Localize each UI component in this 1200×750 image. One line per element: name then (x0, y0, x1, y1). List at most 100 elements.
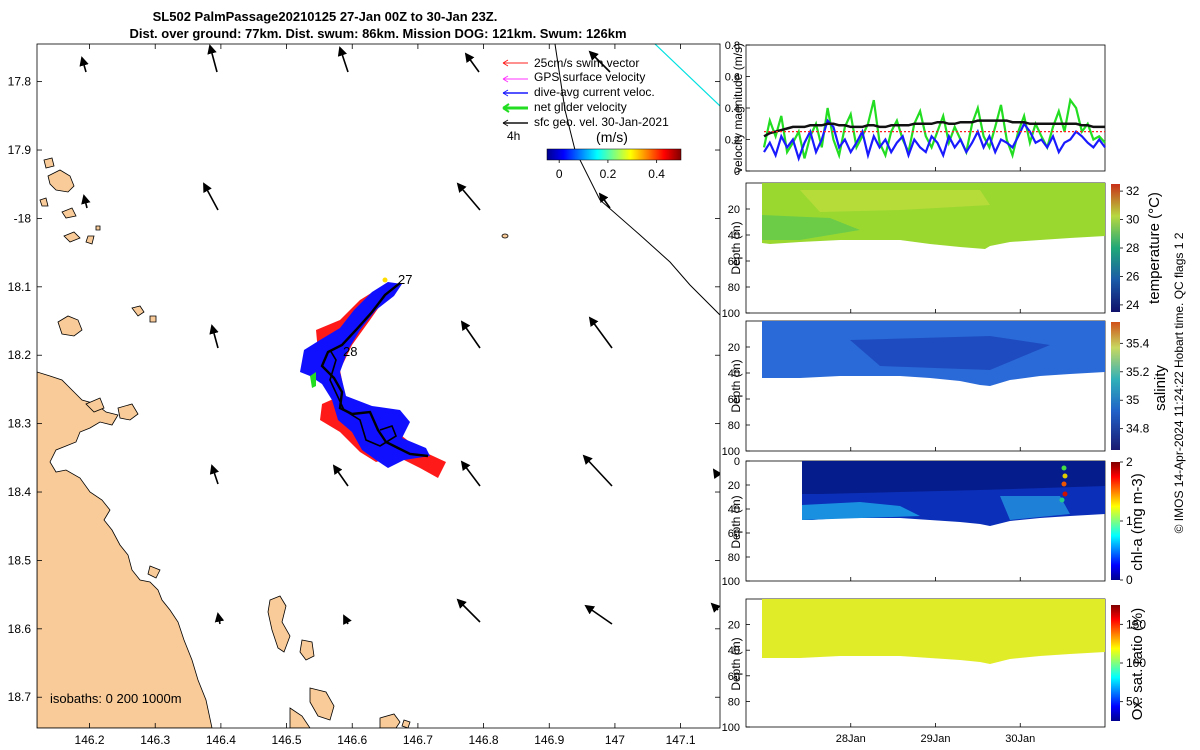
legend-label-swim: 25cm/s swim vector (534, 56, 639, 70)
map-x-axis: 146.2 146.3 146.4 146.5 146.6 146.7 146.8 146.9… (75, 44, 696, 747)
velocity-y-tick-label: 0.8 (725, 40, 740, 52)
velocity-arrow (588, 50, 611, 73)
depth-tick-label: 0 (734, 456, 740, 468)
velocity-arrow (464, 52, 480, 73)
legend-arrowhead (502, 75, 509, 83)
island (47, 169, 75, 193)
net-velocity-mark (310, 372, 316, 388)
legend-label-net: net glider velocity (534, 100, 627, 114)
map-x-tick-label: 146.3 (140, 733, 170, 747)
current-band (300, 282, 430, 468)
time-tick-label: 30Jan (1005, 733, 1035, 745)
temperature-colorbar (1111, 184, 1120, 312)
section-ticks: 2040608010024262830322040608010034.83535… (722, 184, 1150, 734)
chla-hotspot (1059, 497, 1065, 503)
map-x-tick-label: 146.7 (403, 733, 433, 747)
island (61, 207, 77, 219)
map-panel: 27 28 (8, 43, 721, 747)
legend-label-dive: dive-avg current veloc. (534, 85, 655, 99)
velocity-series-line (763, 118, 1106, 162)
colorbar-tick-label: 34.8 (1126, 422, 1150, 436)
velocity-arrow (332, 464, 349, 487)
colorbar-tick-label: 32 (1126, 184, 1140, 198)
velocity-series-line (763, 119, 1105, 138)
track-label-27: 27 (398, 272, 412, 287)
track-line (329, 349, 397, 447)
map-y-tick-label: -18 (14, 211, 32, 225)
legend-arrowhead (502, 119, 509, 127)
map-x-tick-label: 147.1 (666, 733, 696, 747)
depth-tick-label: 80 (728, 282, 740, 294)
island (501, 233, 509, 239)
oxygen-section (762, 599, 1105, 664)
velocity-arrow (712, 468, 720, 480)
coast-islet (85, 397, 105, 413)
mainland (37, 371, 213, 728)
chla-deep-patch (802, 502, 920, 520)
temperature-colorbar-label: temperature (°C) (1146, 192, 1163, 304)
island (379, 713, 401, 728)
map-y-tick-label: 17.8 (8, 75, 32, 89)
velocity-arrow (456, 598, 481, 623)
temperature-warm-patch (800, 190, 990, 212)
map-y-tick-label: 18.5 (8, 553, 32, 567)
velocity-arrow (337, 46, 349, 73)
depth-tick-label: 100 (722, 722, 740, 734)
colorbar-tick-label: 28 (1126, 241, 1140, 255)
legend-arrowhead (502, 103, 510, 113)
velocity-arrow (710, 602, 720, 613)
depth-tick-label: 60 (728, 528, 740, 540)
chla-colorbar-label: chl-a (mg m-3) (1129, 473, 1146, 571)
salinity-y-label: Depth (m) (729, 359, 743, 412)
colorbar-tick-label: 35 (1126, 393, 1140, 407)
colorbar-tick-label: 30 (1126, 213, 1140, 227)
legend-label-sfc: sfc geo. vel. 30-Jan-2021 (534, 115, 669, 129)
depth-tick-label: 20 (728, 620, 740, 632)
chla-panel: chl-a (mg m-3) Depth (m) (729, 460, 1146, 582)
depth-tick-label: 80 (728, 420, 740, 432)
section-panels: temperature (°C) Depth (m) salinity Dept… (722, 167, 1169, 745)
colorbar-tick-label: 150 (1126, 617, 1146, 631)
title-line-1: SL502 PalmPassage20210125 27-Jan 00Z to … (153, 9, 498, 24)
chla-y-label: Depth (m) (729, 495, 743, 548)
legend-label-gps: GPS surface velocity (534, 70, 645, 84)
time-tick-label: 29Jan (921, 733, 951, 745)
map-y-tick-label: 18.1 (8, 280, 32, 294)
island (131, 305, 145, 317)
velocity-arrow (598, 192, 611, 209)
velocity-y-tick-label: 0.6 (725, 72, 740, 84)
depth-tick-label: 40 (728, 504, 740, 516)
depth-tick-label: 100 (722, 308, 740, 320)
depth-tick-label: 80 (728, 696, 740, 708)
island (39, 197, 49, 207)
colorbar-unit-label: (m/s) (596, 129, 628, 145)
island (401, 719, 411, 728)
island (267, 595, 291, 653)
velocity-series (762, 97, 1106, 162)
coast-islet (117, 403, 139, 421)
velocity-arrow (456, 182, 481, 211)
salinity-panel: salinity Depth (m) (729, 320, 1169, 452)
map-y-tick-label: 18.2 (8, 348, 32, 362)
velocity-y-tick-label: 0 (734, 166, 740, 178)
track-start-marker (382, 277, 388, 283)
velocity-arrow (343, 614, 352, 626)
colorbar-tick-label: 2 (1126, 455, 1133, 469)
colorbar-tick-label: 100 (1126, 656, 1146, 670)
chla-hotspot (1062, 491, 1068, 497)
map-frame (36, 43, 721, 729)
colorbar-tick-label: 1 (1126, 514, 1133, 528)
velocity-panel: 0 0.2 0.4 0.6 0.8 velocity magnitude (m/s) (725, 40, 1106, 178)
island (43, 157, 55, 169)
legend-arrowhead (502, 59, 509, 67)
island (95, 225, 101, 231)
temperature-y-label: Depth (m) (729, 221, 743, 274)
chla-hotspot (1062, 473, 1068, 479)
chla-hotspots (1059, 465, 1068, 503)
track-label-28: 28 (343, 344, 357, 359)
colorbar-tick-label: 35.4 (1126, 336, 1150, 350)
colorbar-tick-label: 0 (556, 167, 563, 181)
velocity-y-tick-label: 0.4 (725, 103, 740, 115)
island (57, 315, 83, 337)
colorbar-tick-label: 0.2 (600, 167, 617, 181)
